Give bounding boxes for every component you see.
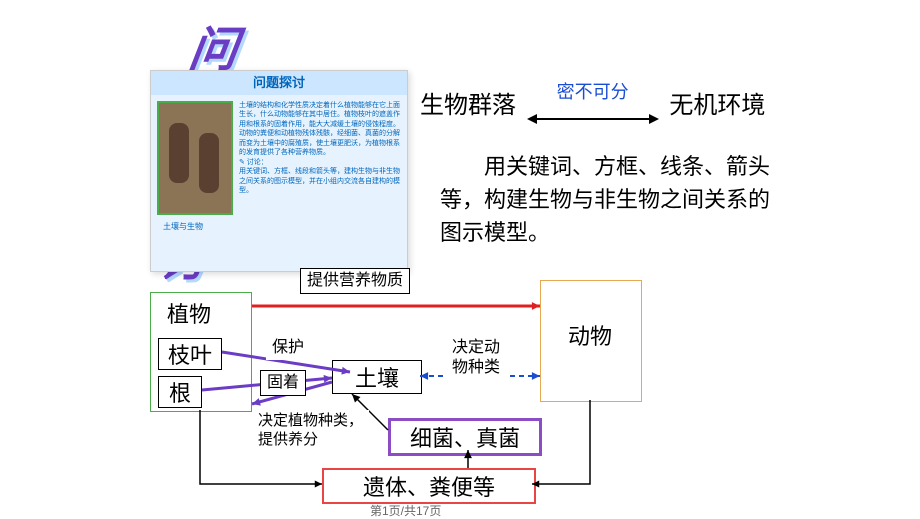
top-relation: 生物群落 密不可分 无机环境 xyxy=(420,85,765,121)
edge-label-decide_plant: 决定植物种类， 提供养分 xyxy=(252,410,369,452)
instruction-text: 用关键词、方框、线条、箭头等，构建生物与非生物之间关系的图示模型。 xyxy=(440,150,780,249)
edge-label-fix: 固着 xyxy=(260,370,306,396)
inset-text: 土壤的结构和化学性质决定着什么植物能够在它上面生长，什么动物能够在其中居住。植物… xyxy=(239,101,401,195)
node-animal: 动物 xyxy=(555,320,625,350)
page-footer: 第1页/共17页 xyxy=(370,502,441,519)
node-bacteria: 细菌、真菌 xyxy=(388,418,542,456)
node-remains: 遗体、粪便等 xyxy=(322,468,536,504)
node-leaf: 枝叶 xyxy=(158,338,222,370)
textbook-inset: 问题探讨 土壤的结构和化学性质决定着什么植物能够在它上面生长，什么动物能够在其中… xyxy=(150,70,408,272)
edge-label-decide_animal: 决定动 物种类 xyxy=(446,336,506,380)
inset-body: 土壤的结构和化学性质决定着什么植物能够在它上面生长，什么动物能够在其中居住。植物… xyxy=(151,95,407,221)
node-root: 根 xyxy=(158,376,202,408)
inset-image xyxy=(157,101,233,215)
relation-right: 无机环境 xyxy=(669,92,765,119)
node-plant: 植物 xyxy=(158,298,220,328)
relation-left: 生物群落 xyxy=(420,92,516,119)
inset-caption: 土壤与生物 xyxy=(151,221,407,232)
edge-label-nutrient: 提供营养物质 xyxy=(300,268,410,294)
node-soil: 土壤 xyxy=(332,360,422,394)
inset-header: 问题探讨 xyxy=(151,71,407,95)
relation-mid: 密不可分 xyxy=(557,82,629,102)
edge-label-protect: 保护 xyxy=(266,336,310,360)
